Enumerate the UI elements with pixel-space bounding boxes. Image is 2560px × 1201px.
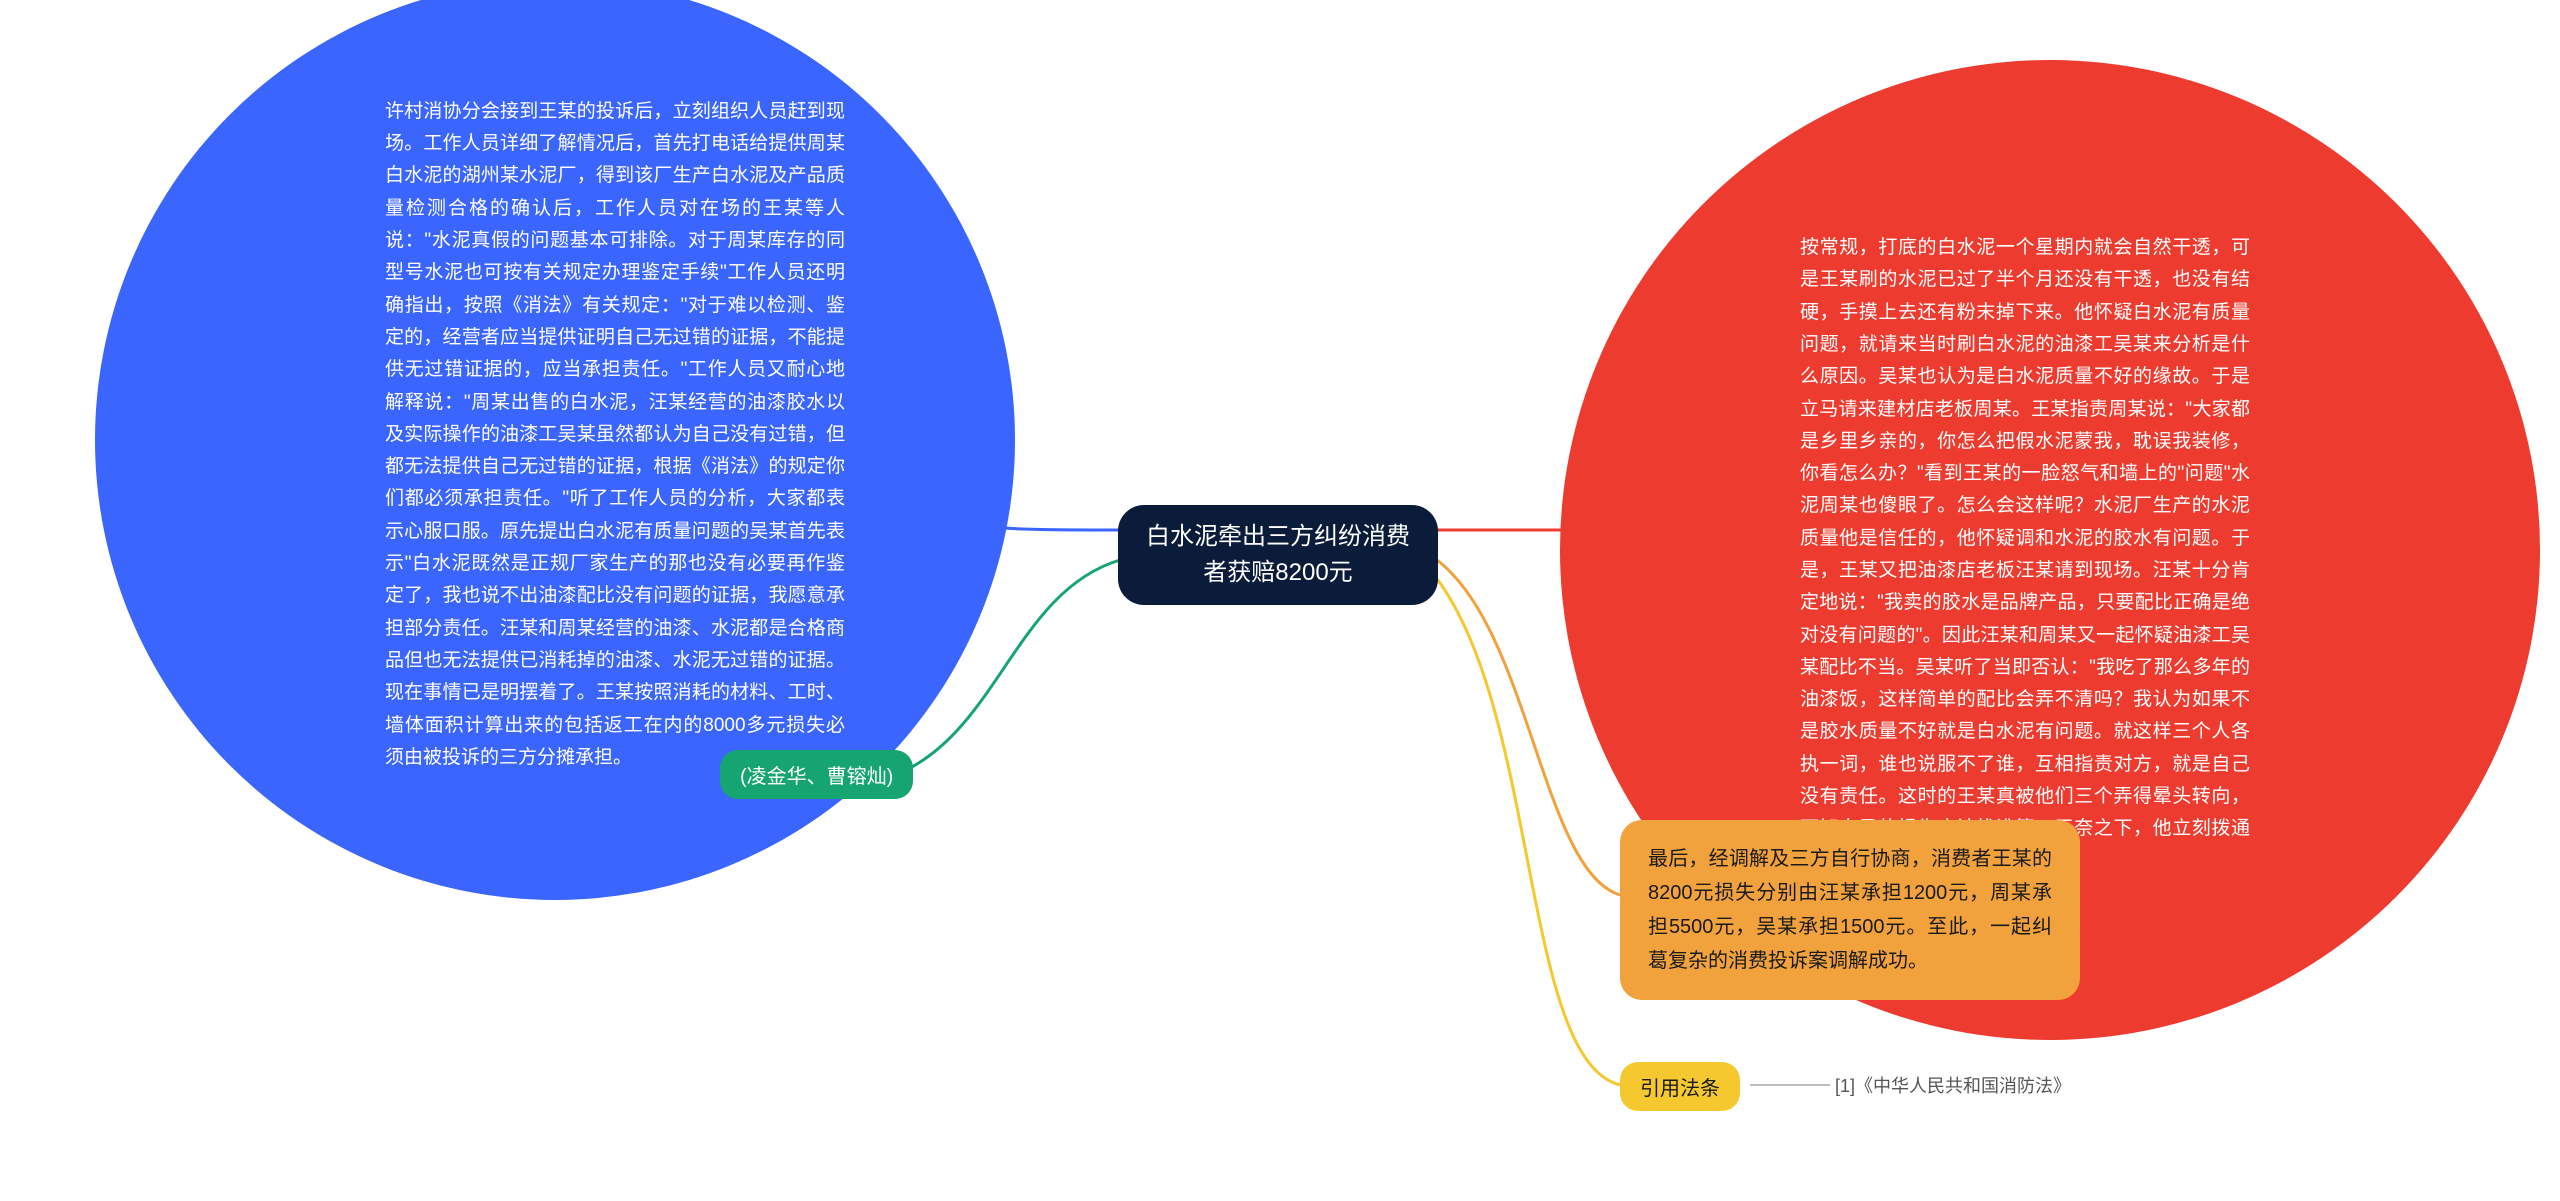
yellow-node-text: 引用法条 — [1640, 1078, 1720, 1100]
orange-node: 最后，经调解及三方自行协商，消费者王某的8200元损失分别由汪某承担1200元，… — [1620, 820, 2080, 1000]
center-title: 白水泥牵出三方纠纷消费者获赔8200元 — [1146, 523, 1410, 586]
law-reference: [1]《中华人民共和国消防法》 — [1835, 1072, 2071, 1098]
orange-node-text: 最后，经调解及三方自行协商，消费者王某的8200元损失分别由汪某承担1200元，… — [1648, 848, 2052, 972]
green-node: (凌金华、曹镕灿) — [720, 750, 913, 799]
yellow-node: 引用法条 — [1620, 1062, 1740, 1111]
blue-node-text: 许村消协分会接到王某的投诉后，立刻组织人员赶到现场。工作人员详细了解情况后，首先… — [385, 96, 845, 774]
green-node-text: (凌金华、曹镕灿) — [740, 766, 893, 788]
center-node: 白水泥牵出三方纠纷消费者获赔8200元 — [1118, 505, 1438, 605]
red-node-text: 按常规，打底的白水泥一个星期内就会自然干透，可是王某刷的水泥已过了半个月还没有干… — [1800, 232, 2250, 878]
